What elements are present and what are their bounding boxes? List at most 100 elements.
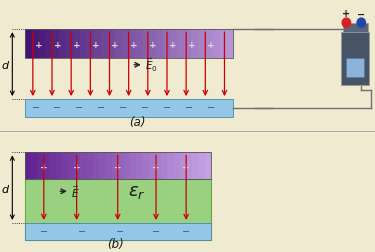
Bar [80,30,87,59]
Bar [124,153,130,179]
Text: +: + [130,41,138,50]
Text: −: − [185,103,193,113]
Bar [198,153,205,179]
Bar [118,153,124,179]
Bar [156,30,164,59]
Bar [136,153,142,179]
Bar [87,30,94,59]
Text: −: − [163,103,171,113]
Text: +: + [207,41,214,50]
Bar [25,30,32,59]
Circle shape [357,19,366,28]
Bar [142,153,149,179]
Bar [68,153,74,179]
Text: (a): (a) [129,115,145,129]
Bar [212,30,219,59]
Bar [129,30,136,59]
Bar [25,153,211,179]
Bar [167,153,174,179]
Text: −: − [207,103,215,113]
Bar [25,223,211,240]
Bar [150,30,156,59]
Bar [87,153,93,179]
Text: −: − [119,103,127,113]
Text: +: + [342,9,350,19]
Text: −: − [78,226,86,236]
Bar [99,153,105,179]
Bar [81,153,87,179]
Bar [32,30,39,59]
Text: −: − [97,103,105,113]
Text: +: + [73,41,81,50]
Bar [66,30,73,59]
Bar [186,153,192,179]
Bar [219,30,226,59]
Text: +: + [54,41,61,50]
Bar [170,30,177,59]
Bar [37,153,43,179]
Text: −: − [40,226,48,236]
Bar [25,30,233,59]
Text: −: − [152,226,160,236]
Bar [130,153,136,179]
Bar [180,153,186,179]
Text: −: − [182,226,190,236]
Bar [136,30,142,59]
Bar [205,30,212,59]
Text: +: + [111,41,119,50]
Text: +: + [73,162,81,171]
Text: (b): (b) [106,237,123,249]
Text: $d$: $d$ [1,59,10,71]
Bar [62,153,68,179]
Bar [93,153,99,179]
Text: −: − [32,103,40,113]
Text: +: + [169,41,176,50]
Bar [177,30,184,59]
Bar [142,30,150,59]
Bar [122,30,129,59]
Text: +: + [150,41,157,50]
Bar [111,153,118,179]
Bar [346,59,364,77]
Text: −: − [116,226,124,236]
Bar [73,30,80,59]
Bar [192,153,198,179]
Text: −: − [75,103,84,113]
Bar [341,33,369,85]
Circle shape [342,19,351,28]
Bar [74,153,81,179]
Bar [155,153,161,179]
Bar [108,30,115,59]
Text: $\vec{E}$: $\vec{E}$ [71,184,80,199]
Bar [149,153,155,179]
Bar [198,30,205,59]
Text: −: − [141,103,149,113]
Bar [343,24,368,33]
Bar [105,153,111,179]
Bar [191,30,198,59]
Text: +: + [188,41,195,50]
Bar [94,30,101,59]
Bar [25,100,233,118]
Bar [184,30,191,59]
Bar [226,30,232,59]
Text: $d$: $d$ [1,182,10,194]
Text: +: + [40,162,48,171]
Bar [53,30,59,59]
Bar [25,153,31,179]
Text: +: + [152,162,160,171]
Text: +: + [92,41,100,50]
Bar [59,30,66,59]
Bar [39,30,45,59]
Text: $\vec{E}_0$: $\vec{E}_0$ [145,57,158,74]
Bar [25,179,211,240]
Bar [115,30,122,59]
Bar [56,153,62,179]
Text: $\varepsilon_r$: $\varepsilon_r$ [128,182,146,201]
Text: −: − [357,9,365,19]
Bar [43,153,50,179]
Bar [50,153,55,179]
Bar [31,153,37,179]
Bar [174,153,180,179]
Bar [161,153,167,179]
